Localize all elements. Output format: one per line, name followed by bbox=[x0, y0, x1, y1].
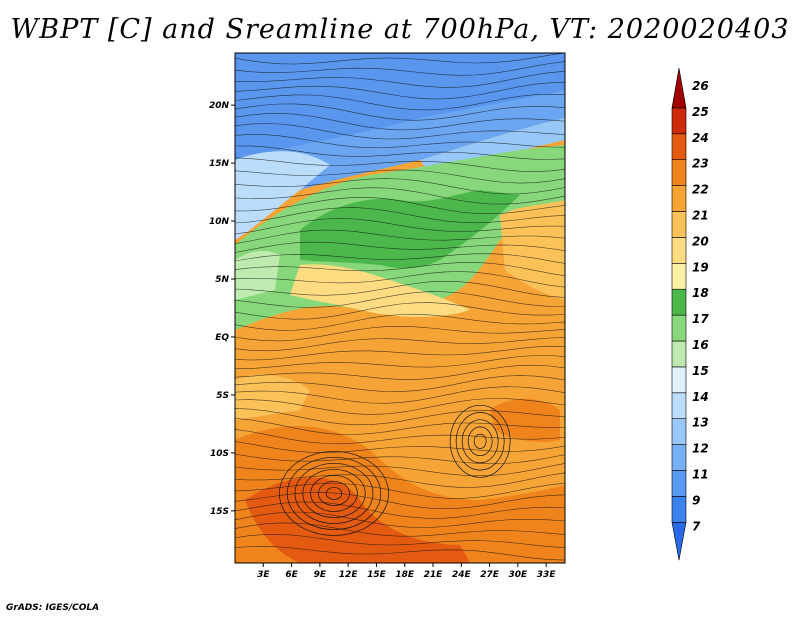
lat-label: 10S bbox=[210, 449, 229, 459]
colorbar-swatch bbox=[671, 185, 687, 212]
lon-label: 15E bbox=[367, 570, 387, 580]
lon-label: 27E bbox=[480, 570, 500, 580]
lat-label: 20N bbox=[209, 101, 230, 111]
colorbar-label: 12 bbox=[692, 442, 709, 456]
lon-label: 24E bbox=[452, 570, 472, 580]
colorbar: 7 9 11 12 13 14 15 16 17 18 19 20 21 22 23 24 25 26 bbox=[671, 67, 709, 561]
colorbar-label: 13 bbox=[692, 416, 709, 430]
colorbar-label: 23 bbox=[692, 157, 709, 171]
grads-credit: GrADS: IGES/COLA bbox=[6, 603, 100, 613]
colorbar-swatch bbox=[671, 314, 687, 342]
lon-label: 30E bbox=[509, 570, 529, 580]
colorbar-label: 18 bbox=[692, 286, 709, 300]
streamline-swirl bbox=[279, 404, 511, 536]
lon-label: 12E bbox=[339, 570, 359, 580]
lat-label: 15S bbox=[210, 507, 229, 517]
colorbar-swatch bbox=[671, 366, 687, 394]
colorbar-label: 25 bbox=[692, 105, 709, 119]
colorbar-swatch bbox=[671, 237, 687, 264]
map-frame bbox=[234, 52, 566, 564]
colorbar-swatch bbox=[671, 444, 687, 471]
colorbar-label: 20 bbox=[692, 234, 709, 248]
colorbar-label: 11 bbox=[692, 468, 709, 482]
colorbar-swatch bbox=[671, 470, 687, 497]
lat-axis: 20N 15N 10N 5N EQ 5S 10S 15S bbox=[209, 101, 235, 517]
streamlines bbox=[235, 53, 565, 561]
colorbar-swatch bbox=[671, 133, 687, 161]
colorbar-swatch bbox=[671, 418, 687, 445]
colorbar-swatch bbox=[671, 496, 687, 523]
colorbar-swatch bbox=[671, 159, 687, 186]
colorbar-bottom-arrow bbox=[671, 522, 687, 561]
lat-label: 5N bbox=[215, 275, 229, 285]
lon-label: 33E bbox=[537, 570, 557, 580]
colorbar-label: 7 bbox=[692, 519, 701, 533]
colorbar-swatch bbox=[671, 211, 687, 238]
colorbar-label: 16 bbox=[692, 338, 709, 352]
lat-label: EQ bbox=[215, 333, 229, 343]
colorbar-label: 22 bbox=[692, 183, 709, 197]
colorbar-label: 15 bbox=[692, 364, 709, 378]
lon-label: 21E bbox=[424, 570, 444, 580]
colorbar-swatch bbox=[671, 262, 687, 290]
colorbar-swatch bbox=[671, 392, 687, 419]
colorbar-swatch bbox=[671, 340, 687, 368]
wbpt-shaded-field bbox=[235, 53, 565, 563]
lat-label: 10N bbox=[209, 217, 230, 227]
lat-label: 15N bbox=[209, 159, 230, 169]
colorbar-swatch bbox=[671, 288, 687, 316]
lon-label: 18E bbox=[395, 570, 415, 580]
colorbar-label: 19 bbox=[692, 260, 709, 274]
colorbar-label: 21 bbox=[692, 209, 709, 223]
colorbar-label: 26 bbox=[692, 79, 709, 93]
lon-label: 3E bbox=[257, 570, 270, 580]
colorbar-label: 14 bbox=[692, 390, 709, 404]
lat-label: 5S bbox=[216, 391, 229, 401]
chart-title: WBPT [C] and Sreamline at 700hPa, VT: 20… bbox=[10, 14, 790, 45]
colorbar-swatch bbox=[671, 107, 687, 135]
colorbar-top-arrow bbox=[671, 67, 687, 109]
lon-label: 9E bbox=[314, 570, 327, 580]
colorbar-label: 17 bbox=[692, 312, 709, 326]
colorbar-label: 24 bbox=[692, 131, 709, 145]
lon-label: 6E bbox=[285, 570, 298, 580]
colorbar-label: 9 bbox=[692, 493, 700, 507]
lon-axis: 3E 6E 9E 12E 15E 18E 21E 24E 27E 30E 33E bbox=[257, 563, 556, 580]
